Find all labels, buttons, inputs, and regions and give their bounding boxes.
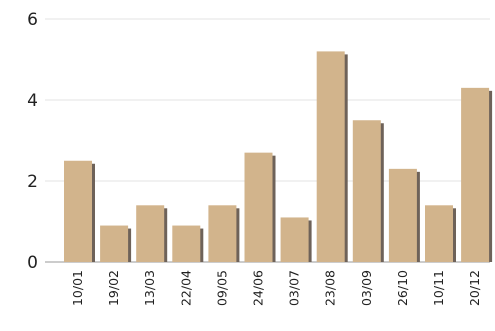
x-tick-label: 26/10 <box>395 270 410 306</box>
bar <box>352 120 381 262</box>
bar-group <box>244 152 276 262</box>
bar <box>244 152 273 262</box>
bar <box>461 87 490 262</box>
bar <box>100 225 129 262</box>
x-tick-label: 09/05 <box>214 270 229 306</box>
x-tick-label: 03/09 <box>359 270 374 306</box>
bar <box>172 225 201 262</box>
bar-group <box>388 168 420 262</box>
bar-group <box>425 205 456 262</box>
y-tick-label: 4 <box>27 91 38 111</box>
bar <box>425 205 453 262</box>
x-tick-label: 23/08 <box>323 270 338 306</box>
bar <box>208 205 237 262</box>
bars <box>64 51 493 263</box>
bar-group <box>64 160 95 262</box>
bar-group <box>280 217 312 262</box>
bar <box>136 205 165 262</box>
bar-group <box>136 205 168 262</box>
x-tick-label: 22/04 <box>178 270 193 306</box>
x-tick-label: 24/06 <box>251 270 266 306</box>
bar-group <box>208 205 240 262</box>
y-tick-label: 2 <box>27 172 38 192</box>
y-tick-label: 6 <box>27 10 38 30</box>
bar-group <box>352 120 384 262</box>
x-tick-label: 20/12 <box>467 270 482 306</box>
x-tick-label: 10/11 <box>431 270 446 306</box>
x-tick-label: 10/01 <box>70 270 85 306</box>
bar-group <box>100 225 132 262</box>
x-tick-label: 13/03 <box>142 270 157 306</box>
bar-group <box>461 87 493 262</box>
y-tick-label: 0 <box>27 253 38 273</box>
bar <box>280 217 309 262</box>
bar <box>388 168 417 262</box>
x-axis-ticks: 10/01 19/02 13/03 22/04 09/05 24/06 03/07 23/08… <box>70 270 482 306</box>
y-axis-ticks: 0 2 4 6 <box>27 10 38 273</box>
bar <box>64 160 92 262</box>
bar-group <box>316 51 348 263</box>
x-tick-label: 19/02 <box>106 270 121 306</box>
bar-group <box>172 225 204 262</box>
bar <box>316 51 345 263</box>
x-tick-label: 03/07 <box>287 270 302 306</box>
